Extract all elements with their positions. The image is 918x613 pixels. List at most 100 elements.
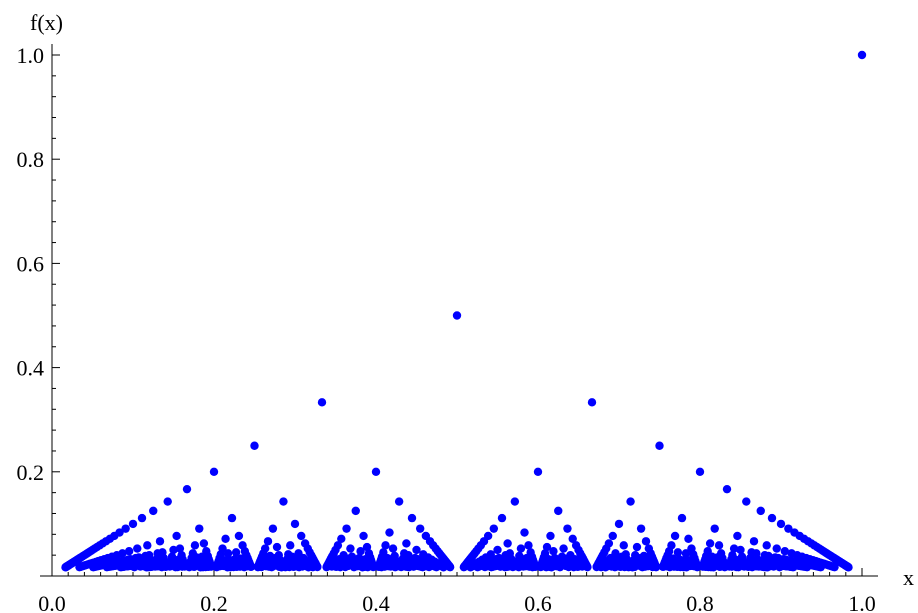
data-point	[747, 562, 757, 572]
data-point	[418, 562, 427, 572]
data-point	[720, 562, 729, 572]
data-point	[246, 562, 256, 572]
data-point	[563, 524, 572, 533]
data-point	[665, 562, 674, 572]
data-point	[133, 544, 142, 553]
data-point	[432, 562, 441, 572]
ticks: 0.0 0.2 0.4 0.6 0.8 1.0 0.2 0.4 0.6 0.8 1.0	[17, 43, 876, 613]
data-point	[466, 563, 475, 572]
data-point	[88, 562, 98, 572]
data-point	[396, 562, 406, 572]
data-point	[404, 562, 414, 572]
data-point	[628, 563, 637, 572]
data-point	[388, 544, 398, 553]
data-point	[636, 524, 646, 533]
data-point	[497, 513, 507, 523]
data-point	[524, 541, 533, 550]
data-point	[351, 506, 360, 516]
data-point	[377, 562, 386, 572]
data-point	[614, 519, 624, 529]
data-point	[677, 513, 687, 523]
data-point	[195, 524, 204, 533]
data-point	[619, 541, 628, 550]
data-point	[385, 528, 394, 537]
data-point	[124, 546, 134, 556]
data-point	[190, 541, 200, 550]
data-point	[705, 539, 715, 548]
data-point	[304, 563, 313, 572]
data-point	[487, 562, 496, 572]
y-tick-label: 0.4	[17, 356, 45, 381]
data-point	[722, 484, 732, 494]
data-point	[830, 562, 839, 572]
data-point	[346, 544, 355, 553]
x-tick-label: 0.8	[686, 591, 714, 613]
data-point	[317, 398, 327, 407]
data-point	[714, 541, 724, 550]
data-point	[359, 531, 368, 541]
data-point	[277, 563, 286, 572]
data-point	[516, 544, 526, 553]
data-point	[816, 562, 826, 572]
data-point	[75, 562, 84, 572]
data-point	[196, 563, 205, 572]
data-point	[789, 562, 798, 572]
data-point	[510, 497, 520, 506]
data-point	[763, 563, 772, 572]
data-point	[601, 563, 610, 572]
data-point	[693, 562, 702, 572]
data-point	[638, 562, 647, 572]
data-point	[407, 513, 417, 523]
data-point	[130, 562, 139, 572]
data-point	[358, 563, 367, 572]
data-point	[459, 562, 469, 572]
data-point	[528, 562, 537, 572]
data-point	[263, 537, 273, 546]
data-point	[767, 513, 777, 523]
data-point	[415, 524, 425, 533]
data-point	[142, 563, 151, 572]
data-point	[493, 545, 502, 555]
data-point	[268, 524, 278, 533]
data-point	[445, 562, 455, 572]
x-tick-label: 1.0	[848, 591, 876, 613]
data-point	[231, 548, 241, 557]
data-point	[546, 531, 555, 541]
data-point	[342, 524, 351, 533]
data-point	[155, 537, 165, 546]
data-point	[673, 548, 683, 557]
data-point	[503, 539, 512, 548]
data-point	[182, 484, 192, 494]
data-point	[762, 541, 771, 550]
data-point	[658, 562, 668, 572]
data-point	[641, 537, 651, 546]
data-point	[250, 441, 259, 450]
data-point	[473, 562, 482, 572]
data-point	[212, 562, 221, 572]
data-point	[533, 467, 543, 476]
data-point	[381, 541, 390, 550]
data-point	[749, 537, 759, 546]
data-point	[121, 524, 130, 533]
data-point	[651, 562, 661, 572]
data-point	[514, 562, 523, 572]
y-axis-label: f(x)	[30, 10, 63, 35]
data-point	[626, 497, 635, 506]
data-point	[784, 524, 793, 533]
data-point	[163, 497, 172, 506]
data-point	[480, 562, 490, 572]
data-point	[102, 562, 112, 572]
data-point	[175, 544, 185, 553]
data-point	[356, 546, 365, 556]
data-point	[709, 563, 718, 572]
data-point	[568, 534, 577, 543]
data-point	[742, 497, 751, 506]
data-point	[710, 524, 719, 533]
data-point	[294, 562, 304, 572]
data-point	[775, 562, 784, 572]
data-point	[286, 541, 295, 550]
data-point	[336, 562, 345, 572]
data-point	[655, 441, 664, 450]
data-point	[240, 562, 249, 572]
data-point	[61, 563, 70, 572]
